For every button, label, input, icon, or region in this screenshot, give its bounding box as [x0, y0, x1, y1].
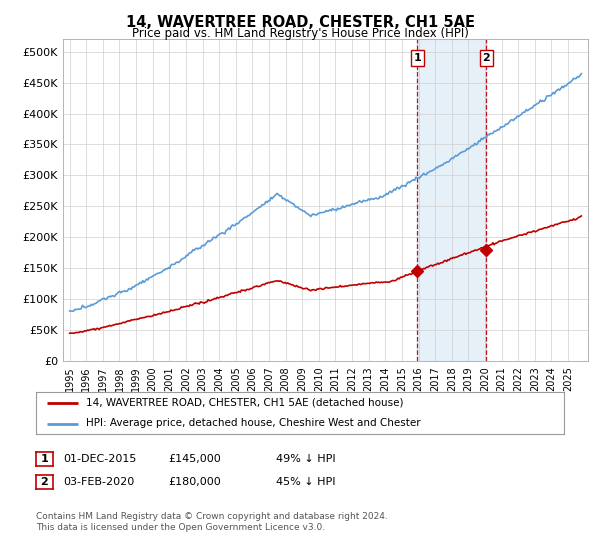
Text: 45% ↓ HPI: 45% ↓ HPI — [276, 477, 335, 487]
Text: 2: 2 — [482, 53, 490, 63]
Bar — [417, 39, 487, 361]
Text: 14, WAVERTREE ROAD, CHESTER, CH1 5AE: 14, WAVERTREE ROAD, CHESTER, CH1 5AE — [125, 15, 475, 30]
Text: Price paid vs. HM Land Registry's House Price Index (HPI): Price paid vs. HM Land Registry's House … — [131, 27, 469, 40]
Text: HPI: Average price, detached house, Cheshire West and Chester: HPI: Average price, detached house, Ches… — [86, 418, 421, 428]
Text: £145,000: £145,000 — [168, 454, 221, 464]
Text: 14, WAVERTREE ROAD, CHESTER, CH1 5AE (detached house): 14, WAVERTREE ROAD, CHESTER, CH1 5AE (de… — [86, 398, 404, 408]
Text: 1: 1 — [41, 455, 48, 464]
Text: 1: 1 — [413, 53, 421, 63]
Text: 03-FEB-2020: 03-FEB-2020 — [64, 477, 135, 487]
Text: 2: 2 — [41, 477, 48, 487]
Text: Contains HM Land Registry data © Crown copyright and database right 2024.
This d: Contains HM Land Registry data © Crown c… — [36, 512, 388, 532]
Text: 01-DEC-2015: 01-DEC-2015 — [64, 454, 137, 464]
Text: £180,000: £180,000 — [168, 477, 221, 487]
Text: 49% ↓ HPI: 49% ↓ HPI — [276, 454, 335, 464]
